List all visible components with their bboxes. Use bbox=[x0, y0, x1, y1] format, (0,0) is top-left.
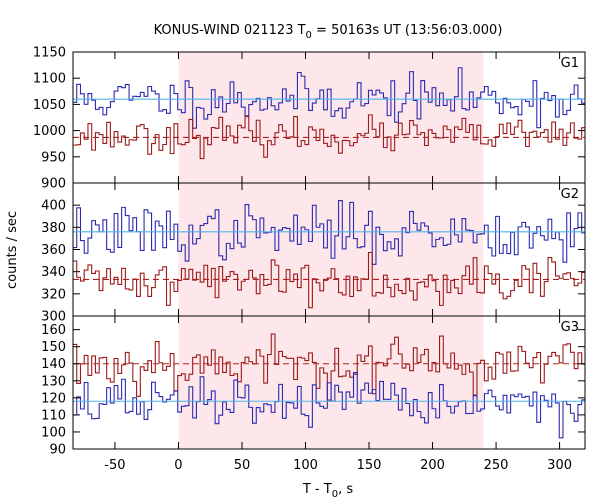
y-tick-label: 110 bbox=[41, 408, 66, 423]
panels-layer: 9009501000105011001150G13003203403603804… bbox=[33, 46, 586, 473]
x-axis-label-suffix: , s bbox=[338, 482, 353, 497]
y-tick-label: 90 bbox=[49, 443, 66, 458]
y-tick-label: 100 bbox=[41, 425, 66, 440]
series-g3-0-line bbox=[73, 333, 585, 401]
y-tick-label: 1000 bbox=[33, 124, 66, 139]
panel-label: G1 bbox=[561, 56, 579, 71]
x-axis-label-subscript: 0 bbox=[332, 489, 338, 500]
y-tick-label: 340 bbox=[41, 265, 66, 280]
y-tick-label: 320 bbox=[41, 287, 66, 302]
x-axis-label: T - T0, s bbox=[302, 482, 353, 500]
x-tick-label: 300 bbox=[547, 458, 572, 473]
chart-title-suffix: = 50163s UT (13:56:03.000) bbox=[312, 23, 502, 38]
panel-g1: 900 950 1000 1050 1100 1150 G1 bbox=[33, 46, 586, 192]
x-tick-label: -50 bbox=[104, 458, 125, 473]
x-tick-label: 150 bbox=[357, 458, 382, 473]
series-g2-1-line bbox=[73, 251, 585, 309]
y-tick-label: 150 bbox=[41, 340, 66, 355]
y-tick-label: 120 bbox=[41, 391, 66, 406]
y-tick-label: 900 bbox=[41, 177, 66, 192]
x-tick-label: 100 bbox=[293, 458, 318, 473]
panel-label: G2 bbox=[561, 187, 579, 202]
y-tick-label: 160 bbox=[41, 323, 66, 338]
chart-title-prefix: KONUS-WIND 021123 T bbox=[154, 23, 306, 38]
x-tick-label: 0 bbox=[174, 458, 182, 473]
y-tick-label: 130 bbox=[41, 374, 66, 389]
series-g2-0-line bbox=[73, 200, 585, 265]
y-tick-label: 360 bbox=[41, 243, 66, 258]
panel-series-group bbox=[73, 333, 585, 439]
panel-label: G3 bbox=[561, 320, 579, 335]
series-g3-1-line bbox=[73, 372, 585, 439]
y-tick-label: 380 bbox=[41, 221, 66, 236]
chart-title-subscript: 0 bbox=[306, 30, 312, 41]
x-tick-label: 250 bbox=[484, 458, 509, 473]
y-axis-label: counts / sec bbox=[5, 211, 20, 289]
panel-g2: 300 320 340 360 380 400 G2 bbox=[41, 182, 586, 325]
y-tick-label: 1100 bbox=[33, 72, 66, 87]
chart-title: KONUS-WIND 021123 T0 = 50163s UT (13:56:… bbox=[154, 23, 503, 41]
y-tick-label: 1050 bbox=[33, 98, 66, 113]
x-tick-label: 50 bbox=[234, 458, 251, 473]
panel-series-group bbox=[73, 67, 585, 160]
y-tick-label: 950 bbox=[41, 150, 66, 165]
x-tick-label: 200 bbox=[420, 458, 445, 473]
y-tick-label: 300 bbox=[41, 310, 66, 325]
panel-g3: 90 100 110 120 130 140 150 160 G3 bbox=[41, 315, 586, 458]
y-tick-label: 1150 bbox=[33, 46, 66, 61]
series-g1-0-line bbox=[73, 67, 585, 129]
panel-frame bbox=[72, 315, 586, 450]
x-axis-label-prefix: T - T bbox=[302, 482, 332, 497]
panel-series-group bbox=[73, 200, 585, 309]
y-tick-label: 140 bbox=[41, 357, 66, 372]
shaded-interval bbox=[178, 52, 484, 183]
y-tick-label: 400 bbox=[41, 199, 66, 214]
series-g1-1-line bbox=[73, 114, 585, 160]
